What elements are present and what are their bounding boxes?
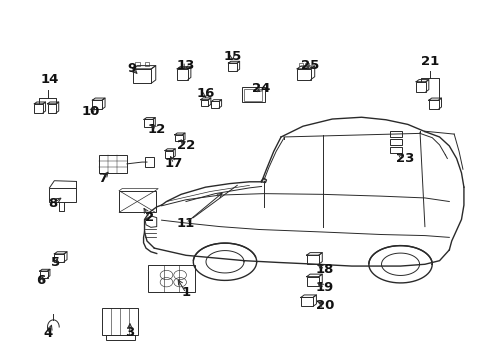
Text: 7: 7 (98, 172, 107, 185)
Bar (174, 135, 182, 141)
Bar (389, 131, 401, 137)
Text: 16: 16 (196, 87, 214, 100)
Bar (241, 87, 264, 102)
Bar (243, 89, 262, 101)
Bar (211, 102, 219, 108)
Bar (415, 82, 425, 92)
Text: 14: 14 (41, 73, 59, 86)
Bar (306, 255, 318, 264)
Bar (99, 155, 127, 173)
Bar (102, 308, 138, 335)
Bar (299, 63, 303, 66)
Bar (49, 188, 76, 202)
Text: 5: 5 (51, 256, 60, 269)
Bar (389, 147, 401, 153)
Bar (133, 69, 151, 83)
Bar (144, 62, 149, 66)
Text: 15: 15 (223, 50, 241, 63)
Text: 10: 10 (81, 105, 100, 118)
Text: 8: 8 (48, 197, 58, 210)
Bar (144, 157, 154, 167)
Text: 6: 6 (37, 274, 46, 287)
Bar (92, 100, 102, 109)
Text: 12: 12 (147, 123, 165, 136)
Bar (119, 191, 155, 212)
Text: 20: 20 (315, 299, 333, 312)
Bar (164, 150, 172, 158)
Text: 13: 13 (177, 59, 195, 72)
Bar (200, 100, 208, 106)
Text: 11: 11 (177, 216, 195, 230)
Text: 9: 9 (127, 62, 137, 75)
Text: 22: 22 (177, 139, 195, 152)
Bar (144, 120, 153, 127)
Bar (428, 100, 438, 109)
Bar (389, 139, 401, 145)
Text: 2: 2 (144, 211, 154, 224)
Bar (34, 104, 43, 113)
Bar (177, 69, 187, 80)
Bar (40, 271, 47, 278)
Text: 17: 17 (164, 157, 183, 170)
Bar (135, 62, 140, 66)
Text: 24: 24 (252, 82, 270, 95)
Bar (306, 276, 318, 285)
Bar (297, 69, 310, 80)
Text: 23: 23 (395, 152, 414, 165)
Bar (54, 254, 64, 262)
Text: 3: 3 (125, 326, 134, 339)
Bar (228, 63, 237, 71)
Text: 21: 21 (420, 55, 438, 68)
Text: 1: 1 (181, 287, 190, 300)
Bar (300, 297, 312, 306)
Text: 18: 18 (315, 263, 333, 276)
Text: 25: 25 (301, 59, 319, 72)
Bar (47, 104, 56, 113)
Bar (105, 335, 135, 341)
Bar (305, 63, 308, 66)
Text: 4: 4 (44, 327, 53, 340)
Bar (148, 265, 194, 292)
Text: 19: 19 (315, 281, 333, 294)
